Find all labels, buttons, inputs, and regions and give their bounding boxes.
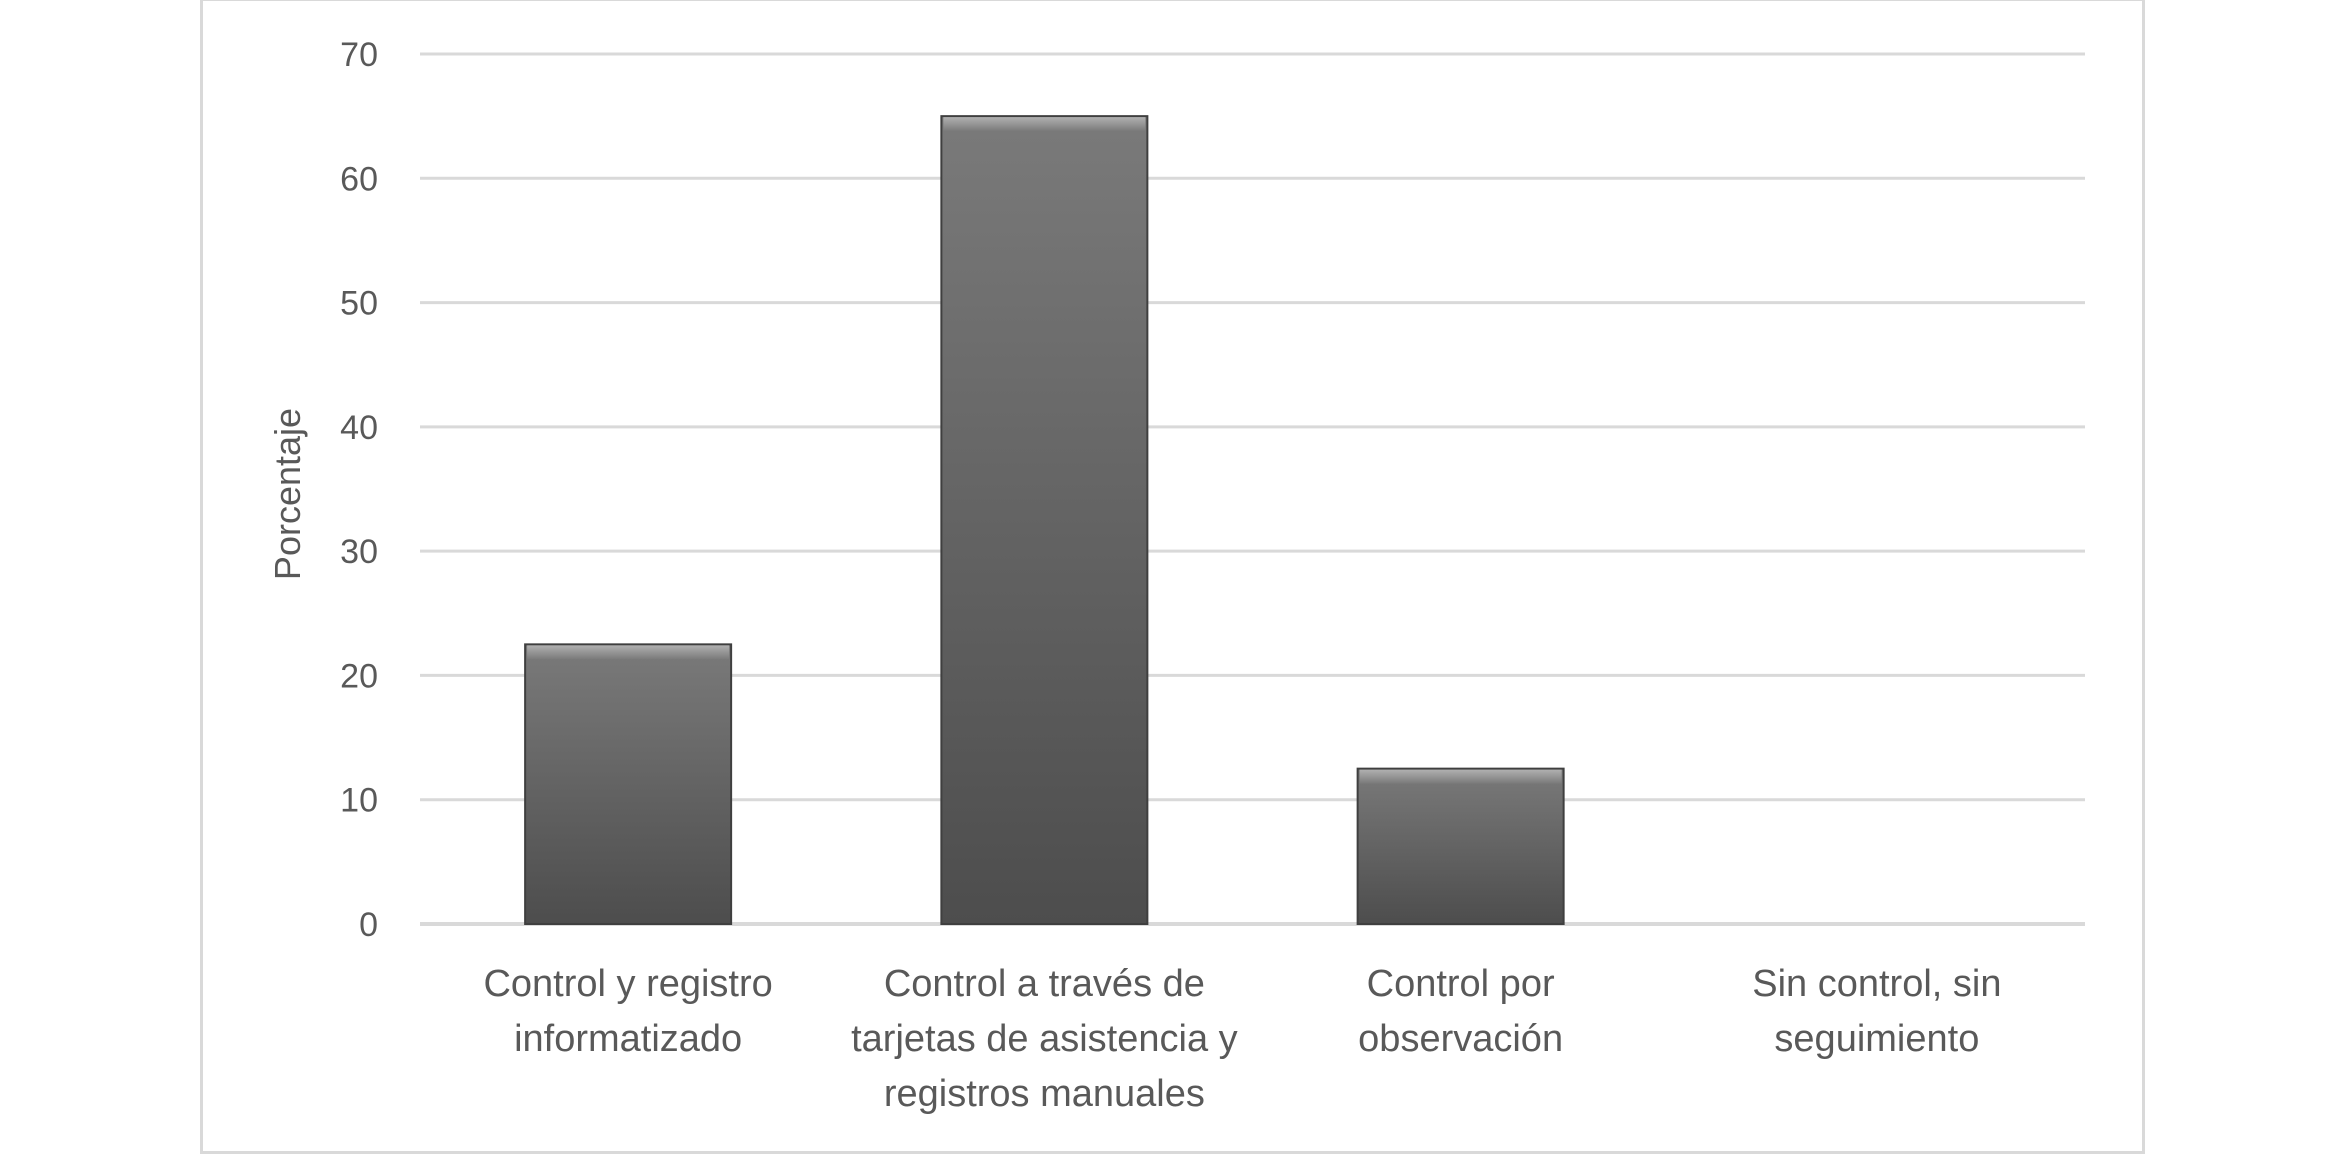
x-category-label: Control y registro informatizado xyxy=(483,963,772,1060)
x-category-label: Sin control, sin seguimiento xyxy=(1752,963,2001,1060)
x-category-label: Control a través de tarjetas de asistenci… xyxy=(851,963,1238,1115)
y-tick-label: 20 xyxy=(340,657,378,695)
y-tick-label: 40 xyxy=(340,409,378,447)
bar xyxy=(1356,767,1565,926)
y-tick-label: 60 xyxy=(340,160,378,198)
bars xyxy=(524,115,1565,926)
y-tick-label: 30 xyxy=(340,533,378,571)
bar-body xyxy=(524,643,733,925)
y-tick-label: 0 xyxy=(359,906,378,944)
y-tick-label: 10 xyxy=(340,782,378,820)
bar-body xyxy=(1356,767,1565,926)
y-axis-title: Porcentaje xyxy=(267,408,308,580)
y-tick-label: 70 xyxy=(340,36,378,74)
bar-body xyxy=(940,115,1149,925)
x-axis-labels: Control y registro informatizado Control a… xyxy=(483,963,2001,1115)
bar-bevel xyxy=(943,117,1146,132)
bar xyxy=(524,643,733,925)
y-tick-label: 50 xyxy=(340,285,378,323)
bar-bevel xyxy=(1359,769,1562,784)
y-axis-ticks: 0 10 20 30 40 50 60 70 xyxy=(340,36,378,944)
bar-bevel xyxy=(527,645,730,660)
bar xyxy=(940,115,1149,925)
chart-frame xyxy=(200,0,2145,1154)
x-category-label: Control por observación xyxy=(1358,963,1563,1060)
